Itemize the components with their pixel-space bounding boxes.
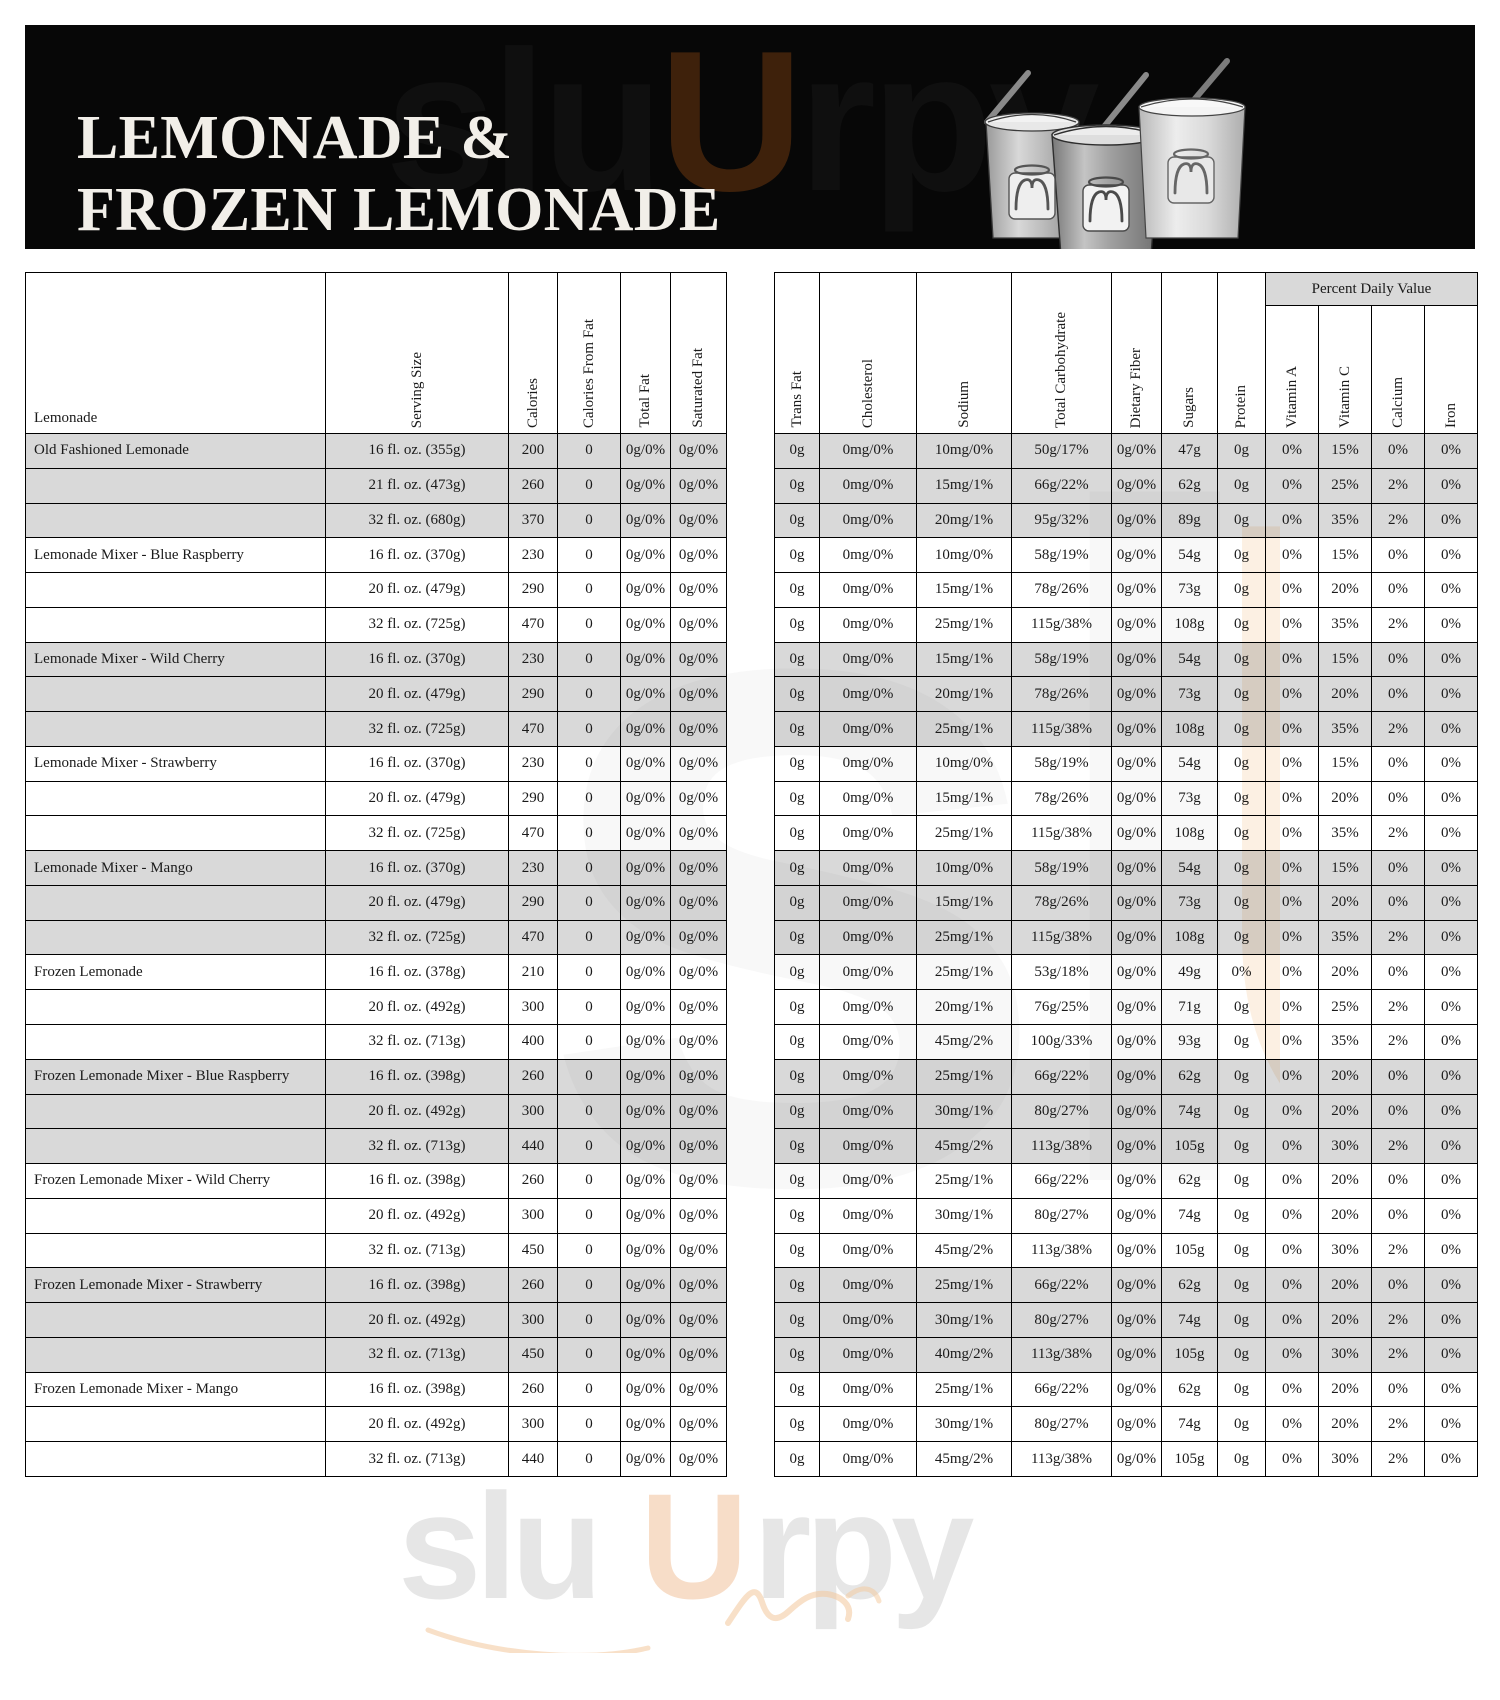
svg-text:U: U: [640, 1478, 748, 1630]
svg-text:rpy: rpy: [753, 1478, 974, 1630]
svg-text:slu: slu: [398, 1478, 597, 1630]
